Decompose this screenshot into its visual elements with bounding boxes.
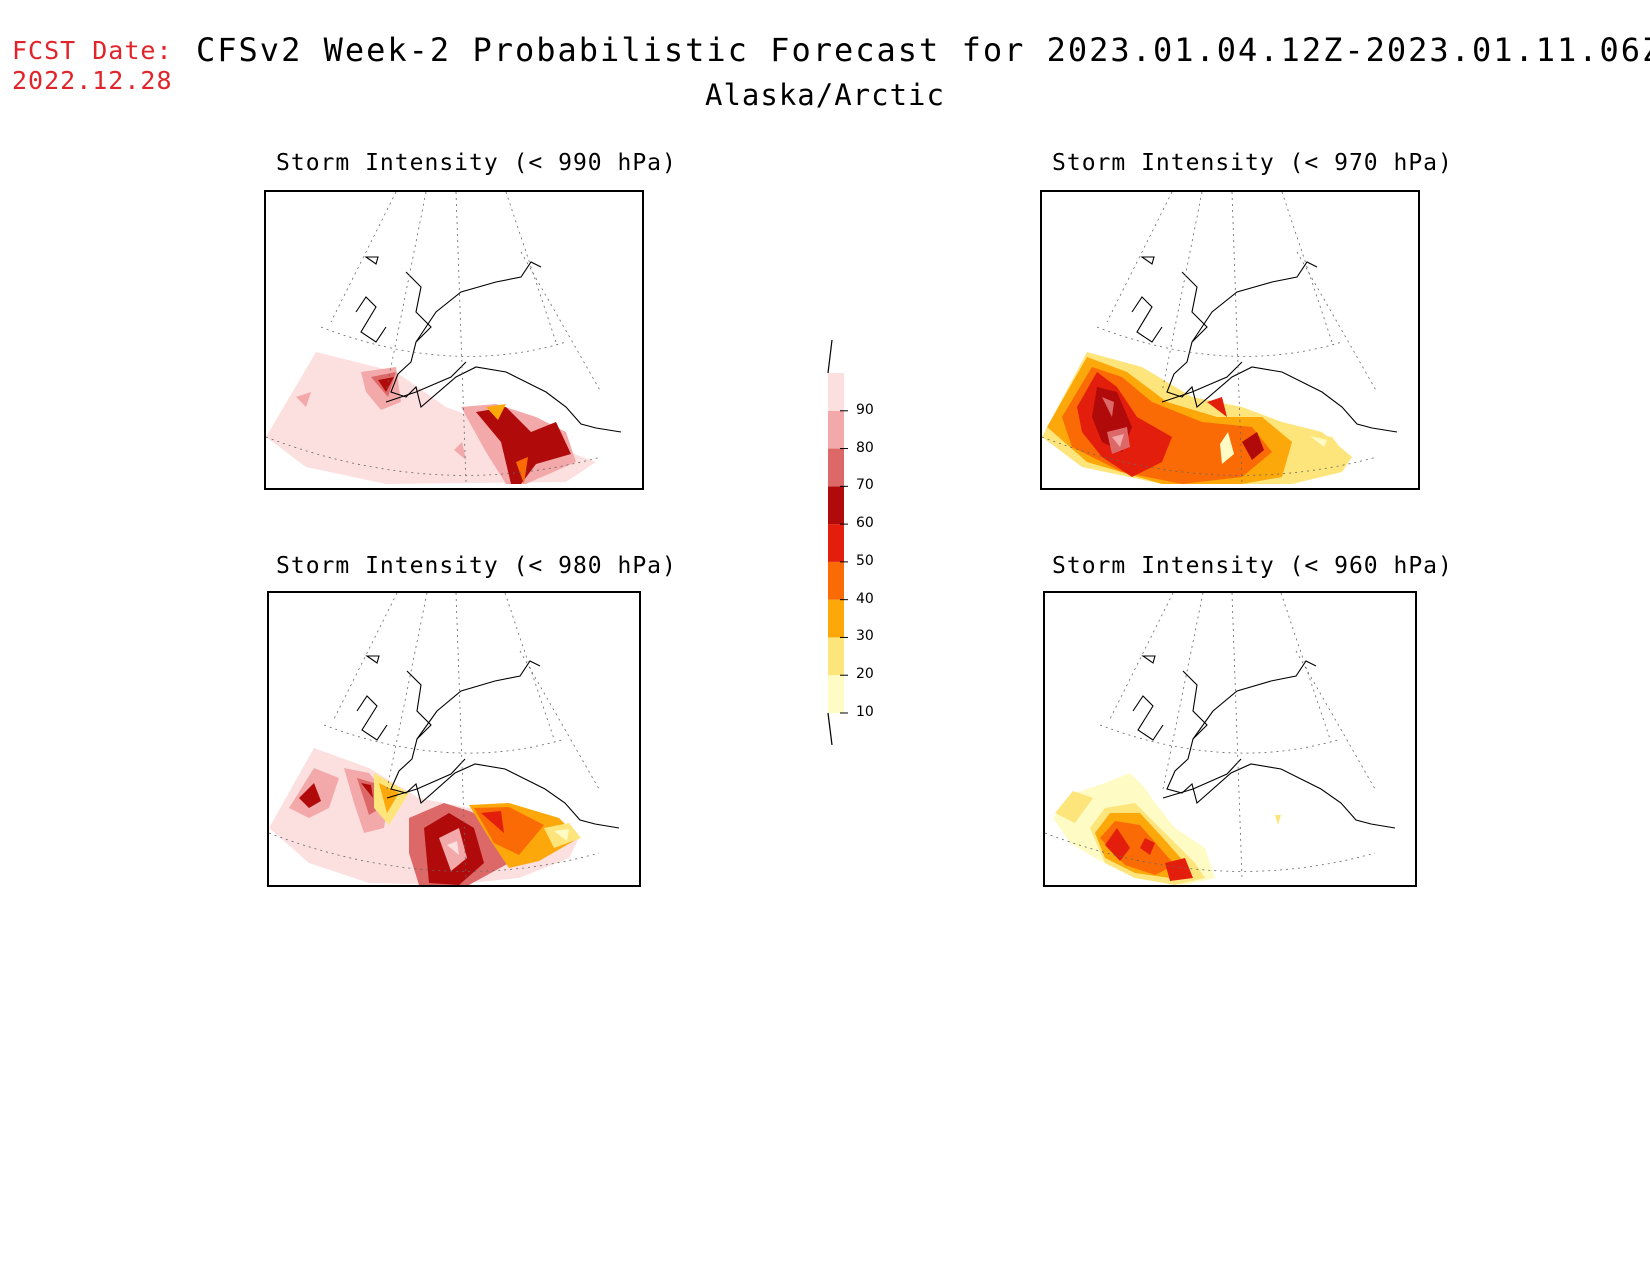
legend-swatch-90: [828, 373, 844, 411]
coastline-970: [1131, 256, 1398, 433]
legend-swatch-20: [828, 637, 844, 676]
probability-fill-980: [269, 748, 581, 885]
graticule-980: [269, 593, 600, 879]
map-980: [269, 593, 620, 885]
page-subtitle: Alaska/Arctic: [705, 78, 945, 112]
panel-title-980: Storm Intensity (< 980 hPa): [276, 553, 677, 579]
map-frame-990: [264, 190, 644, 490]
map-frame-960: [1043, 591, 1417, 887]
legend-label-10: 10: [856, 704, 874, 720]
color-legend: 10 20 30 40 50 60 70 80 90: [826, 335, 906, 745]
legend-label-50: 50: [856, 552, 874, 569]
coastline-980: [356, 655, 620, 829]
graticule-990: [266, 192, 602, 483]
legend-swatch-10: [828, 675, 844, 713]
probability-fill-960: [1053, 773, 1281, 885]
legend-label-90: 90: [856, 401, 874, 418]
probability-fill-990: [266, 352, 596, 484]
legend-label-80: 80: [856, 439, 874, 456]
coastline-960: [1132, 655, 1396, 829]
probability-fill-970: [1042, 352, 1352, 484]
legend-top-cap: [827, 339, 833, 374]
map-frame-980: [267, 591, 641, 887]
forecast-date-label: FCST Date:: [12, 36, 173, 65]
coastline-990: [355, 256, 622, 433]
graticule-970: [1042, 192, 1378, 483]
map-frame-970: [1040, 190, 1420, 490]
legend-label-40: 40: [856, 590, 874, 607]
map-960: [1045, 593, 1396, 885]
legend-label-60: 60: [856, 515, 874, 532]
forecast-date-value: 2022.12.28: [12, 66, 173, 95]
legend-swatch-70: [828, 448, 844, 487]
legend-swatch-30: [828, 599, 844, 638]
panel-title-960: Storm Intensity (< 960 hPa): [1052, 553, 1453, 579]
page-title: CFSv2 Week-2 Probabilistic Forecast for …: [196, 31, 1650, 69]
legend-bottom-cap: [827, 712, 833, 745]
legend-label-70: 70: [856, 477, 874, 494]
graticule-960: [1045, 593, 1376, 879]
panel-title-990: Storm Intensity (< 990 hPa): [276, 150, 677, 176]
legend-swatch-80: [828, 410, 844, 449]
panel-title-970: Storm Intensity (< 970 hPa): [1052, 150, 1453, 176]
legend-bar: [827, 339, 848, 745]
map-970: [1042, 192, 1398, 484]
legend-label-30: 30: [856, 628, 874, 645]
legend-swatch-50: [828, 524, 844, 562]
legend-label-20: 20: [856, 666, 874, 683]
map-990: [266, 192, 622, 484]
legend-swatch-40: [828, 561, 844, 600]
legend-swatch-60: [828, 486, 844, 525]
forecast-date-block: FCST Date: 2022.12.28: [12, 36, 173, 96]
